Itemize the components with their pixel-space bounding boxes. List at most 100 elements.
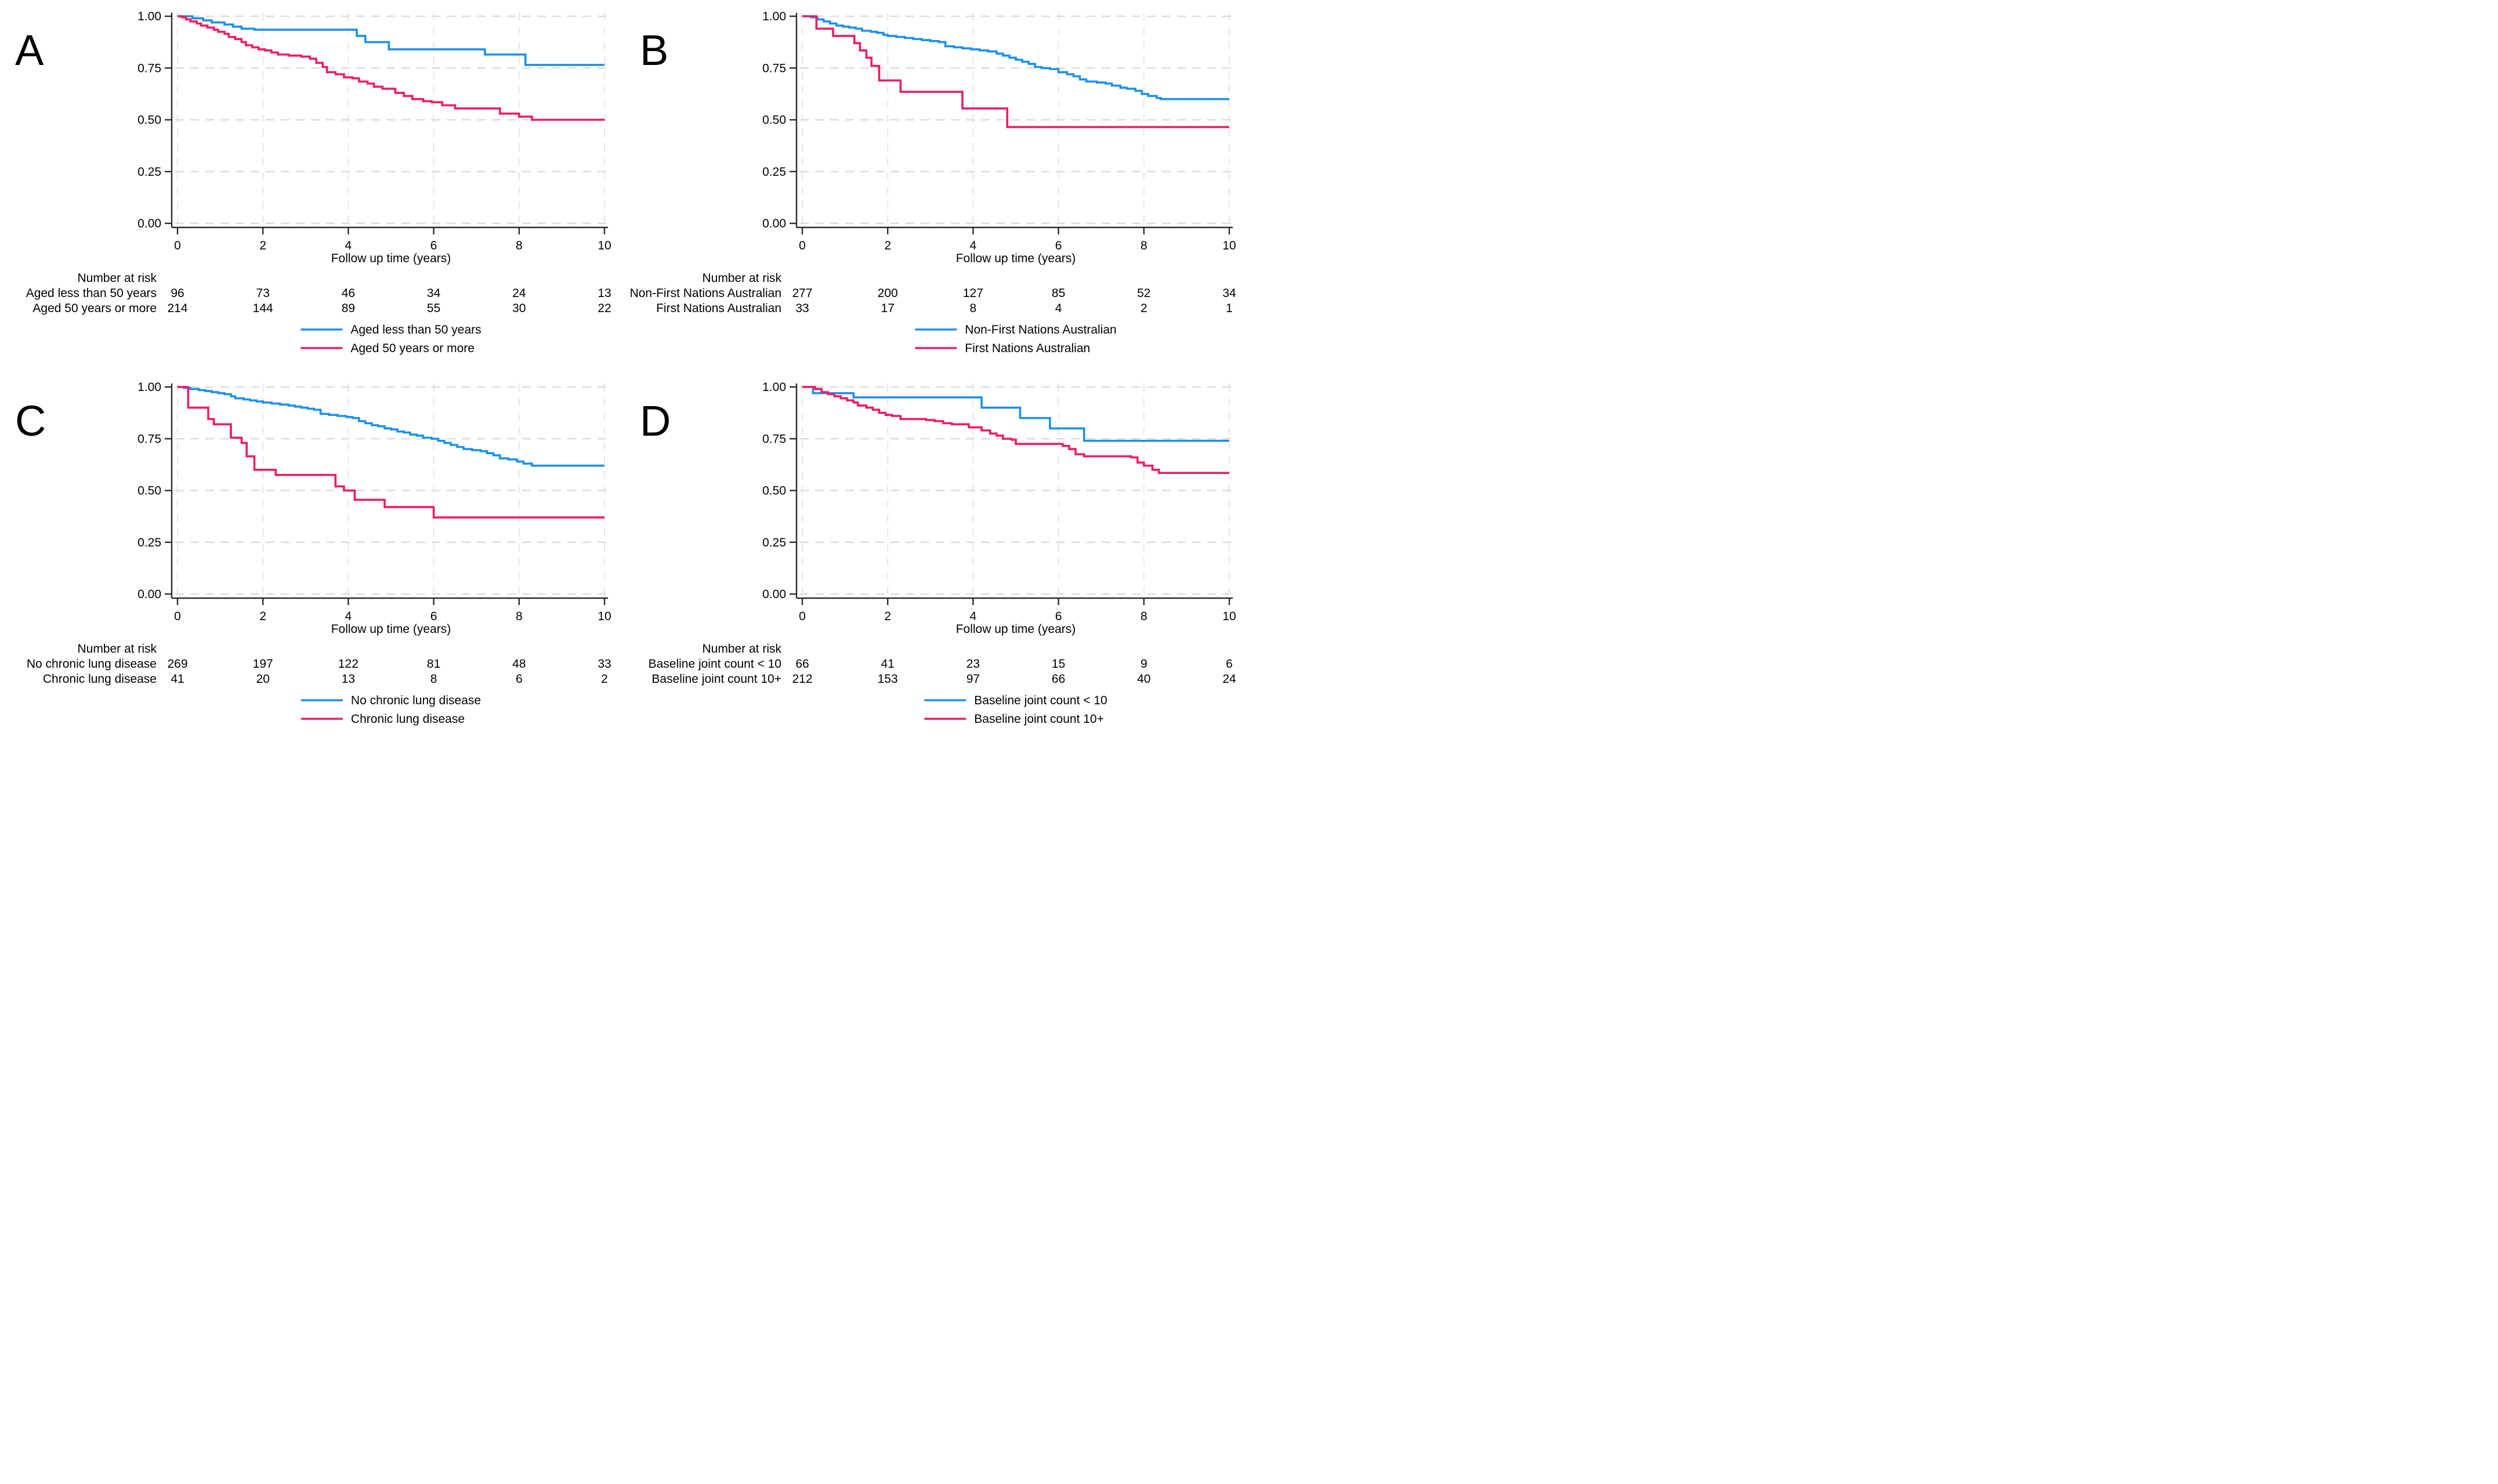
risk-row-value: 96: [171, 287, 184, 300]
panel-b: B 1.00 0.75 0.50 0.25 0.00 0 2 4 6 8 10 Follow up ti…: [625, 0, 1250, 371]
x-tick-label: 10: [1222, 239, 1236, 252]
x-axis-title: Follow up time (years): [956, 252, 1076, 265]
panel-c: C 1.00 0.75 0.50 0.25 0.00 0 2 4 6 8 10 Follow up ti…: [0, 371, 625, 741]
x-tick-label: 4: [970, 239, 977, 252]
x-tick-label: 6: [430, 239, 437, 252]
risk-row-value: 122: [338, 657, 359, 671]
legend: No chronic lung disease Chronic lung dise…: [301, 694, 481, 726]
risk-row-value: 23: [966, 657, 980, 671]
risk-row-value: 2: [1141, 302, 1147, 315]
y-tick-label: 0.25: [762, 536, 786, 549]
risk-row-value: 212: [792, 672, 812, 686]
risk-row-value: 24: [512, 287, 526, 300]
legend-label: Non-First Nations Australian: [965, 323, 1116, 336]
risk-row-value: 20: [256, 672, 270, 686]
y-tick-label: 0.75: [137, 61, 161, 75]
risk-row-value: 48: [512, 657, 526, 671]
risk-table-header: Number at risk: [77, 272, 157, 285]
panel-letter: B: [640, 26, 668, 74]
risk-row-label: Baseline joint count 10+: [651, 672, 781, 686]
y-tick-label: 0.75: [762, 61, 786, 75]
y-tick-label: 0.75: [762, 432, 786, 446]
risk-row-value: 1: [1226, 302, 1233, 315]
risk-row-value: 214: [167, 302, 187, 315]
panel-b-chart: B 1.00 0.75 0.50 0.25 0.00 0 2 4 6 8 10 Follow up ti…: [630, 10, 1236, 355]
risk-row-value: 13: [598, 287, 611, 300]
risk-row-value: 33: [795, 302, 809, 315]
risk-row-value: 89: [342, 302, 355, 315]
x-tick-label: 8: [1141, 239, 1147, 252]
y-tick-label: 1.00: [762, 10, 786, 23]
y-tick-label: 0.50: [137, 114, 161, 127]
x-tick-label: 4: [345, 610, 352, 623]
risk-row-value: 66: [795, 657, 809, 671]
legend-label: First Nations Australian: [965, 342, 1090, 355]
risk-row-value: 9: [1141, 657, 1147, 671]
x-tick-label: 8: [516, 610, 523, 623]
legend-label: Baseline joint count < 10: [974, 694, 1107, 707]
legend: Baseline joint count < 10 Baseline joint …: [924, 694, 1107, 726]
risk-row-value: 6: [516, 672, 523, 686]
x-tick-label: 0: [174, 610, 181, 623]
risk-row-value: 97: [966, 672, 980, 686]
y-tick-label: 0.50: [762, 484, 786, 498]
risk-row-value: 15: [1052, 657, 1065, 671]
risk-row-value: 34: [1222, 287, 1236, 300]
y-tick-label: 1.00: [137, 10, 161, 23]
x-tick-label: 4: [345, 239, 352, 252]
panel-d: D 1.00 0.75 0.50 0.25 0.00 0 2 4 6 8 10 Follow up ti…: [625, 371, 1250, 741]
risk-row-value: 40: [1137, 672, 1150, 686]
risk-row-value: 34: [427, 287, 441, 300]
survival-curve-blue: [178, 386, 604, 467]
legend: Non-First Nations Australian First Nation…: [915, 323, 1117, 355]
y-tick-label: 0.50: [762, 114, 786, 127]
risk-row-label: Baseline joint count < 10: [649, 657, 781, 671]
panel-letter: A: [15, 26, 44, 74]
x-tick-label: 2: [884, 239, 891, 252]
survival-curve-pink: [178, 15, 604, 121]
y-tick-label: 0.25: [762, 165, 786, 179]
x-tick-label: 10: [598, 610, 611, 623]
survival-curve-pink: [802, 386, 1229, 474]
risk-row-value: 153: [878, 672, 898, 686]
risk-row-value: 277: [792, 287, 812, 300]
risk-row-value: 41: [171, 672, 184, 686]
risk-row-value: 6: [1226, 657, 1233, 671]
x-axis-title: Follow up time (years): [956, 622, 1076, 636]
risk-row-label: First Nations Australian: [656, 302, 781, 315]
risk-row-value: 52: [1137, 287, 1150, 300]
x-tick-label: 2: [884, 610, 891, 623]
survival-curve-blue: [802, 15, 1229, 100]
legend-label: No chronic lung disease: [351, 694, 481, 707]
risk-row-value: 24: [1222, 672, 1236, 686]
panel-c-chart: C 1.00 0.75 0.50 0.25 0.00 0 2 4 6 8 10 Follow up ti…: [15, 381, 611, 726]
x-tick-label: 6: [1055, 239, 1062, 252]
panel-letter: D: [640, 397, 671, 445]
x-tick-label: 8: [516, 239, 523, 252]
risk-table-header: Number at risk: [77, 642, 157, 656]
x-tick-label: 6: [430, 610, 437, 623]
legend-label: Baseline joint count 10+: [974, 712, 1104, 726]
survival-curve-pink: [178, 386, 604, 519]
panel-a: A 1.00 0.75 0.50 0.25 0.00 0 2 4 6 8 10 Follow up ti…: [0, 0, 625, 371]
risk-row-value: 2: [601, 672, 608, 686]
x-tick-label: 0: [799, 610, 806, 623]
x-tick-label: 8: [1141, 610, 1147, 623]
risk-row-value: 33: [598, 657, 611, 671]
risk-row-label: Aged 50 years or more: [32, 302, 157, 315]
survival-curve-pink: [802, 15, 1229, 128]
legend: Aged less than 50 years Aged 50 years or …: [301, 323, 482, 355]
risk-row-value: 30: [512, 302, 526, 315]
risk-row-value: 8: [970, 302, 977, 315]
risk-table-header: Number at risk: [702, 272, 781, 285]
risk-row-value: 55: [427, 302, 440, 315]
risk-row-value: 13: [342, 672, 355, 686]
y-tick-label: 0.00: [137, 588, 161, 601]
survival-curve-blue: [802, 386, 1229, 442]
y-tick-label: 0.00: [762, 588, 786, 601]
risk-row-value: 144: [253, 302, 273, 315]
risk-row-value: 85: [1052, 287, 1065, 300]
risk-row-label: Aged less than 50 years: [26, 287, 157, 300]
